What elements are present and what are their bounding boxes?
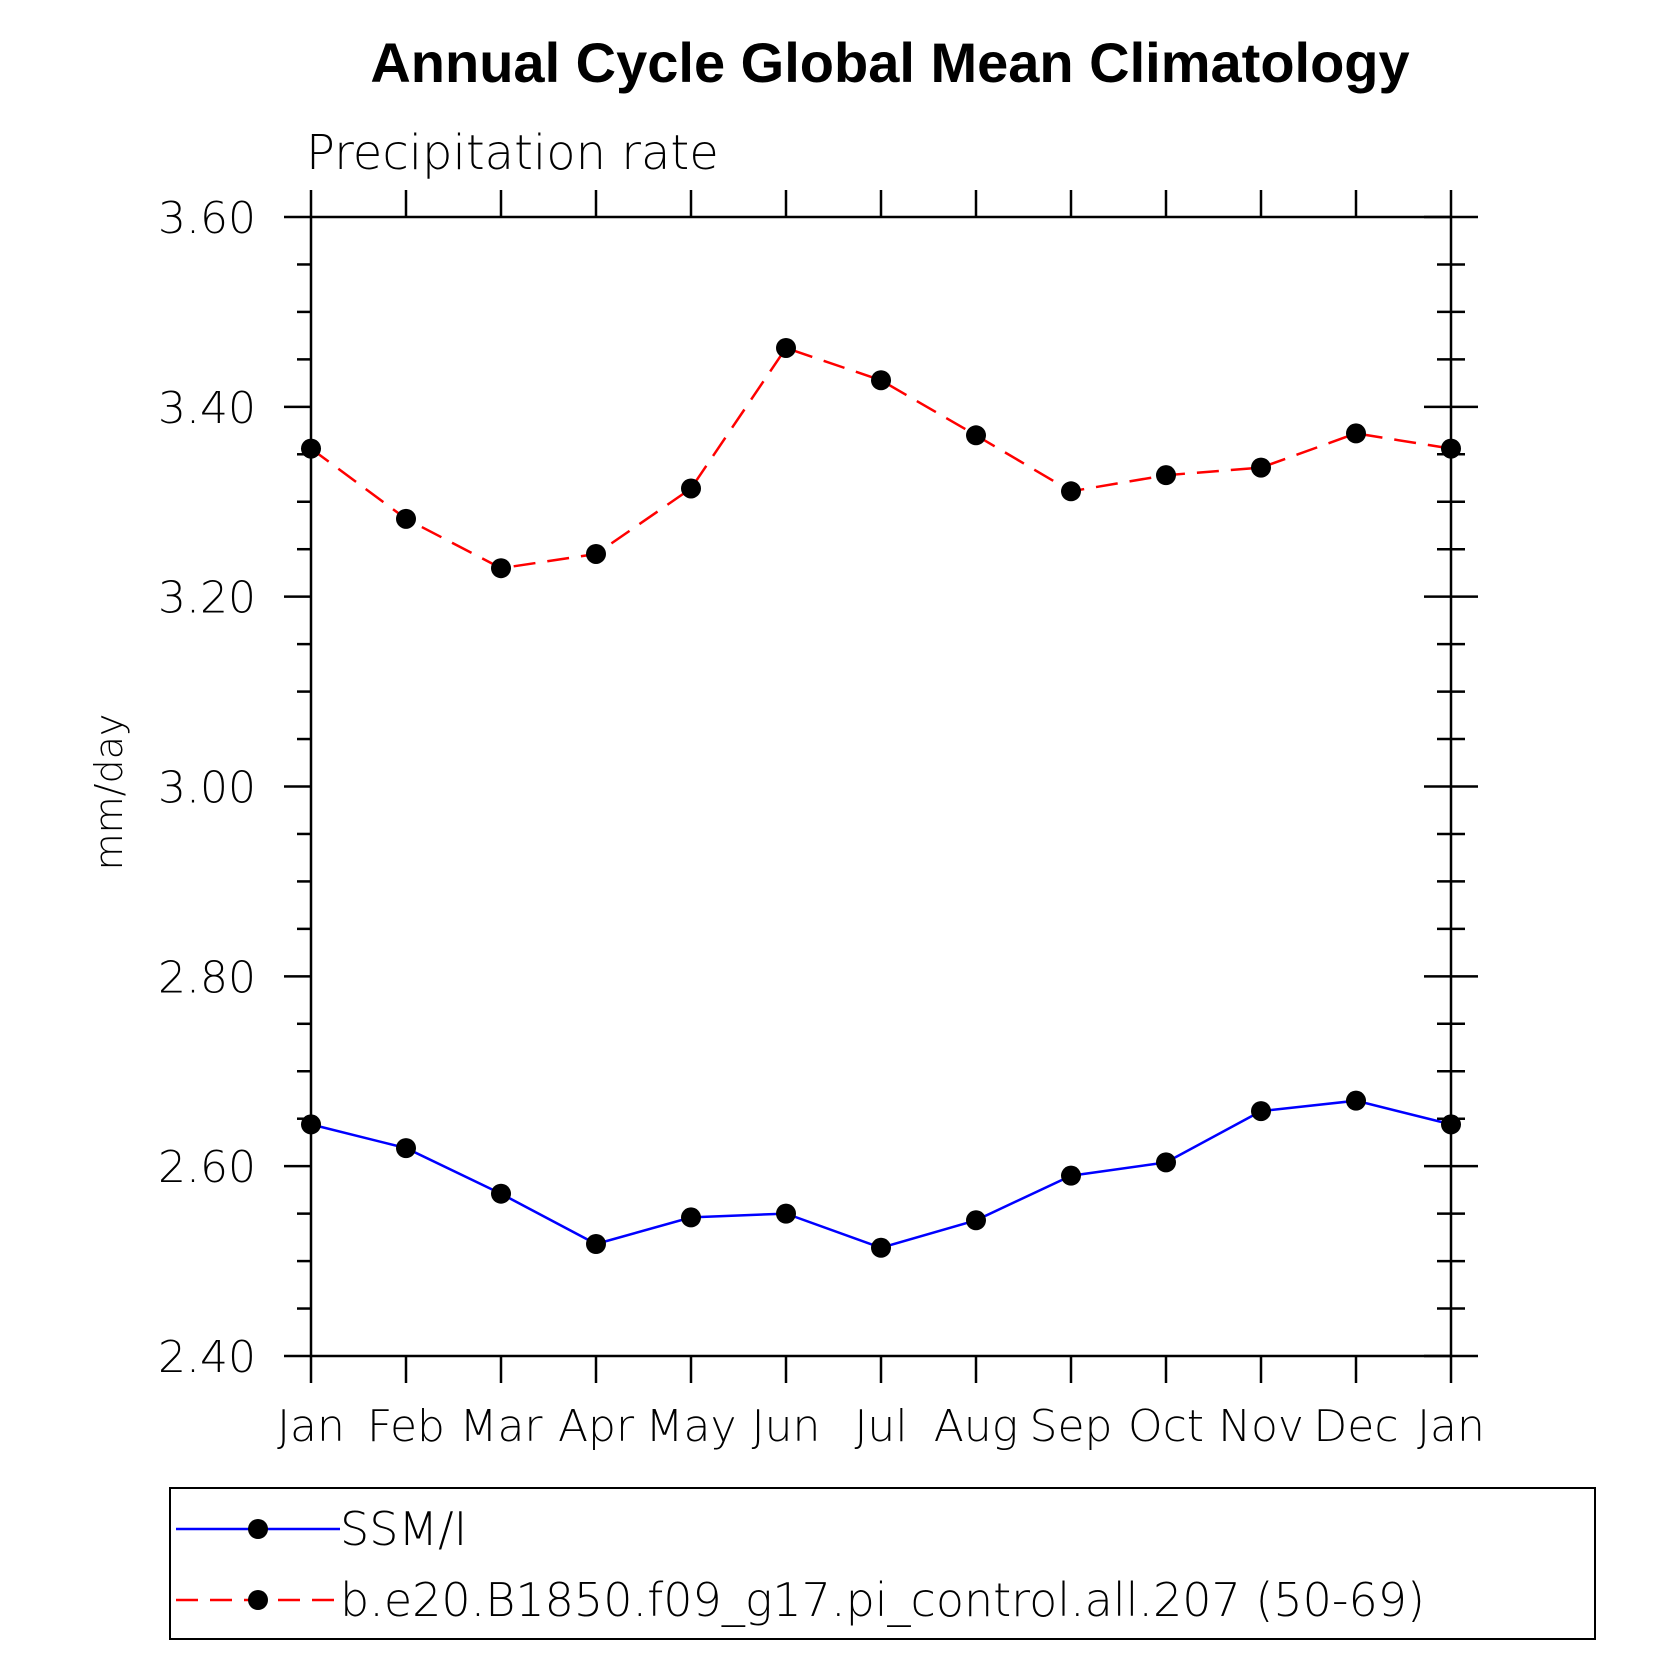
- chart-title: Annual Cycle Global Mean Climatology: [370, 31, 1409, 94]
- series-0-point: [301, 1114, 321, 1135]
- series-0-point: [396, 1138, 416, 1159]
- series-1-point: [776, 337, 796, 358]
- series-1-point: [1156, 465, 1176, 486]
- y-tick-label: 3.60: [158, 193, 256, 244]
- series-0-point: [966, 1210, 986, 1231]
- x-tick-label: Mar: [459, 1401, 543, 1452]
- chart-subtitle: Precipitation rate: [306, 125, 719, 181]
- series-1-point: [1251, 457, 1271, 478]
- series-0-point: [871, 1237, 891, 1258]
- series-0-point: [681, 1207, 701, 1228]
- x-tick-label: Feb: [367, 1401, 445, 1452]
- legend-marker-ssmi: [248, 1519, 268, 1539]
- series-1-point: [871, 370, 891, 391]
- series-0-point: [776, 1203, 796, 1224]
- y-tick-label: 3.20: [158, 573, 256, 624]
- series-0-point: [1441, 1114, 1461, 1135]
- series-1-point: [1061, 481, 1081, 502]
- x-tick-label: Jun: [752, 1401, 821, 1452]
- x-tick-label: Jul: [854, 1401, 907, 1452]
- series-1-point: [491, 558, 511, 579]
- y-tick-label: 2.80: [158, 952, 256, 1003]
- series-0-point: [1061, 1165, 1081, 1186]
- x-tick-label: Nov: [1218, 1401, 1304, 1452]
- y-tick-label: 3.00: [158, 763, 256, 814]
- x-tick-label: Jan: [277, 1401, 345, 1452]
- y-tick-label: 2.40: [158, 1332, 256, 1383]
- x-tick-label: Aug: [934, 1401, 1018, 1452]
- x-tick-label: Dec: [1313, 1401, 1398, 1452]
- legend-box: [169, 1487, 1596, 1640]
- legend-label-model: b.e20.B1850.f09_g17.pi_control.all.207 (…: [340, 1573, 1425, 1627]
- series-1-point: [396, 508, 416, 529]
- series-0-point: [491, 1183, 511, 1204]
- series-0-point: [1251, 1101, 1271, 1122]
- series-1-point: [966, 425, 986, 446]
- y-axis-label: mm/day: [87, 714, 131, 871]
- x-tick-label: May: [646, 1401, 737, 1452]
- legend-label-ssmi: SSM/I: [340, 1502, 467, 1556]
- series-1-point: [1441, 438, 1461, 459]
- series-0-point: [1156, 1152, 1176, 1173]
- series-0-point: [1346, 1090, 1366, 1111]
- plot-area: 2.40 2.60 2.80 3.00 3.20 3.40 3.60 Jan Feb Mar Apr…: [158, 190, 1485, 1452]
- series-1-point: [301, 438, 321, 459]
- series-1-point: [681, 478, 701, 499]
- series-0-point: [586, 1233, 606, 1254]
- series-1-point: [586, 543, 606, 564]
- y-tick-label: 3.40: [158, 383, 256, 434]
- x-tick-label: Apr: [558, 1401, 635, 1452]
- x-tick-label: Jan: [1417, 1401, 1485, 1452]
- x-tick-label: Oct: [1128, 1401, 1204, 1452]
- y-tick-label: 2.60: [158, 1142, 256, 1193]
- series-line-0: [310, 1099, 1452, 1250]
- x-tick-label: Sep: [1030, 1401, 1113, 1452]
- legend: SSM/I b.e20.B1850.f09_g17.pi_control.all…: [169, 1487, 1596, 1640]
- legend-marker-model: [248, 1590, 268, 1610]
- series-1-point: [1346, 423, 1366, 444]
